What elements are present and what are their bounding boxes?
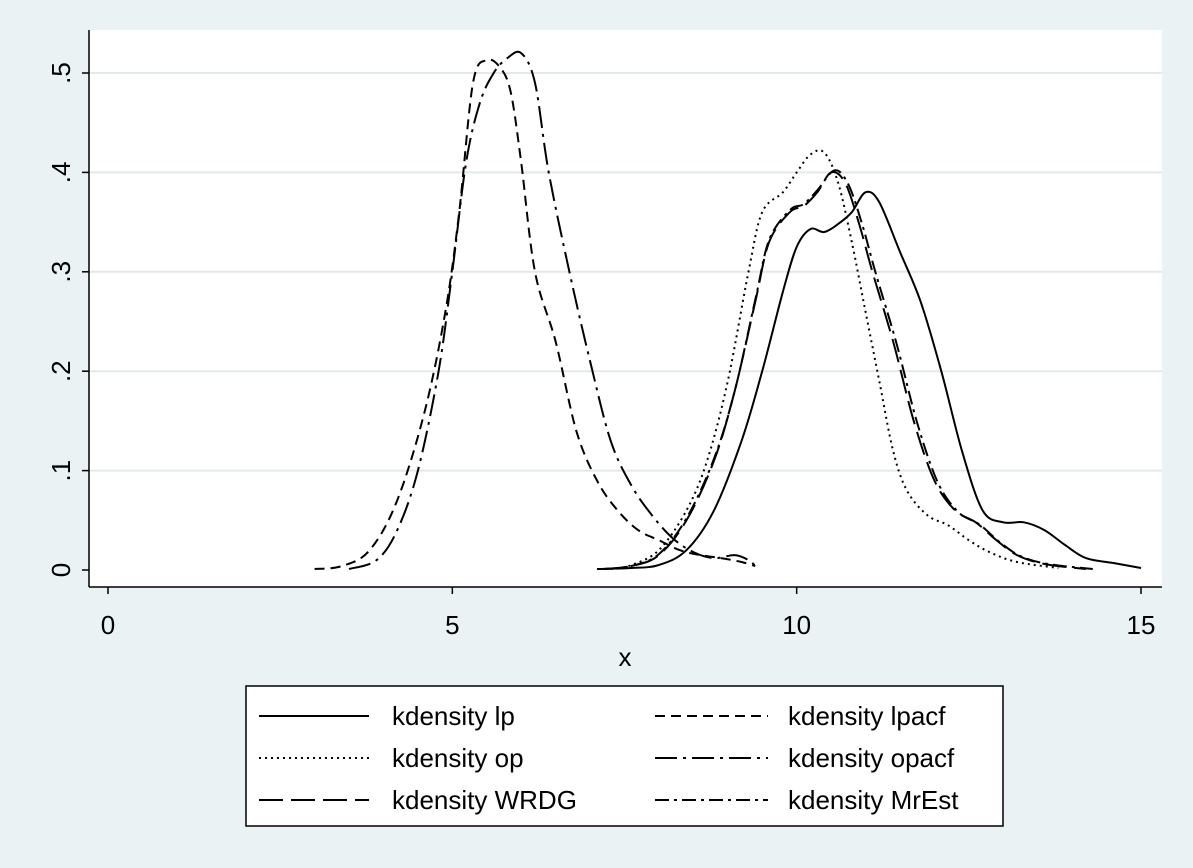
y-tick-label: .4 bbox=[46, 162, 76, 184]
y-tick-label: .3 bbox=[46, 261, 76, 283]
series-line-kdensity-lp bbox=[596, 190, 1142, 570]
x-tick-label: 10 bbox=[782, 610, 811, 640]
y-tick-label: .5 bbox=[46, 62, 76, 84]
y-tick-label: .2 bbox=[46, 360, 76, 382]
x-tick-label: 5 bbox=[445, 610, 459, 640]
legend-label: kdensity MrEst bbox=[788, 785, 959, 815]
grid-lines bbox=[89, 72, 1162, 472]
y-tick-label: 0 bbox=[46, 563, 76, 577]
x-tick-label: 15 bbox=[1127, 610, 1156, 640]
x-tick-label: 0 bbox=[101, 610, 115, 640]
legend: kdensity lp kdensity lpacf kdensity op kden… bbox=[245, 685, 1004, 827]
x-axis-title: x bbox=[619, 642, 632, 672]
legend-label: kdensity opacf bbox=[788, 743, 955, 773]
y-tick-label: .1 bbox=[46, 460, 76, 482]
x-axis-ticks: 0 5 10 15 bbox=[101, 587, 1156, 640]
plot-area bbox=[89, 30, 1162, 587]
legend-label: kdensity op bbox=[392, 743, 524, 773]
series-line-kdensity-op bbox=[610, 149, 1059, 570]
series-line-kdensity-lpacf bbox=[314, 58, 756, 570]
legend-box bbox=[245, 685, 1004, 827]
series-line-kdensity-opacf bbox=[348, 50, 757, 570]
y-axis-ticks: 0 .1 .2 .3 .4 .5 bbox=[46, 62, 89, 577]
series-line-kdensity-mrest bbox=[603, 169, 1093, 570]
series-group bbox=[314, 50, 1142, 570]
legend-label: kdensity lp bbox=[392, 701, 515, 731]
legend-label: kdensity lpacf bbox=[788, 701, 946, 731]
legend-label: kdensity WRDG bbox=[392, 785, 577, 815]
